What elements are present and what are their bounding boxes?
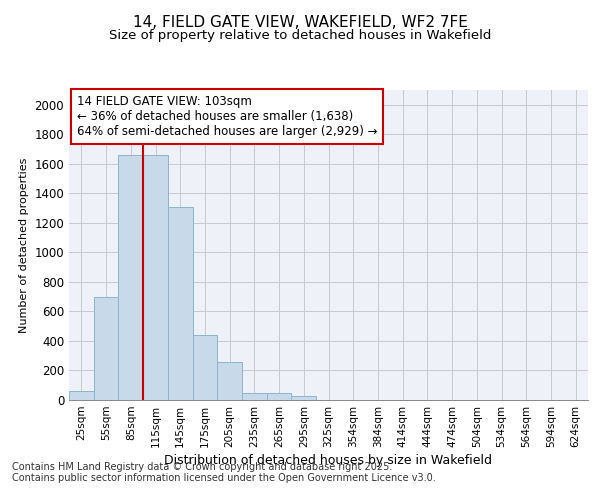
X-axis label: Distribution of detached houses by size in Wakefield: Distribution of detached houses by size … [164, 454, 493, 467]
Bar [118, 155, 143, 400]
Bar [193, 335, 217, 400]
Bar [217, 362, 242, 400]
Bar [267, 392, 292, 400]
Bar [242, 392, 267, 400]
Bar [94, 296, 118, 400]
Text: 14, FIELD GATE VIEW, WAKEFIELD, WF2 7FE: 14, FIELD GATE VIEW, WAKEFIELD, WF2 7FE [133, 15, 467, 30]
Bar [168, 206, 193, 400]
Text: Contains HM Land Registry data © Crown copyright and database right 2025.
Contai: Contains HM Land Registry data © Crown c… [12, 462, 436, 483]
Text: Size of property relative to detached houses in Wakefield: Size of property relative to detached ho… [109, 30, 491, 43]
Bar [69, 391, 94, 400]
Bar [292, 396, 316, 400]
Text: 14 FIELD GATE VIEW: 103sqm
← 36% of detached houses are smaller (1,638)
64% of s: 14 FIELD GATE VIEW: 103sqm ← 36% of deta… [77, 94, 377, 138]
Bar [143, 155, 168, 400]
Y-axis label: Number of detached properties: Number of detached properties [19, 158, 29, 332]
